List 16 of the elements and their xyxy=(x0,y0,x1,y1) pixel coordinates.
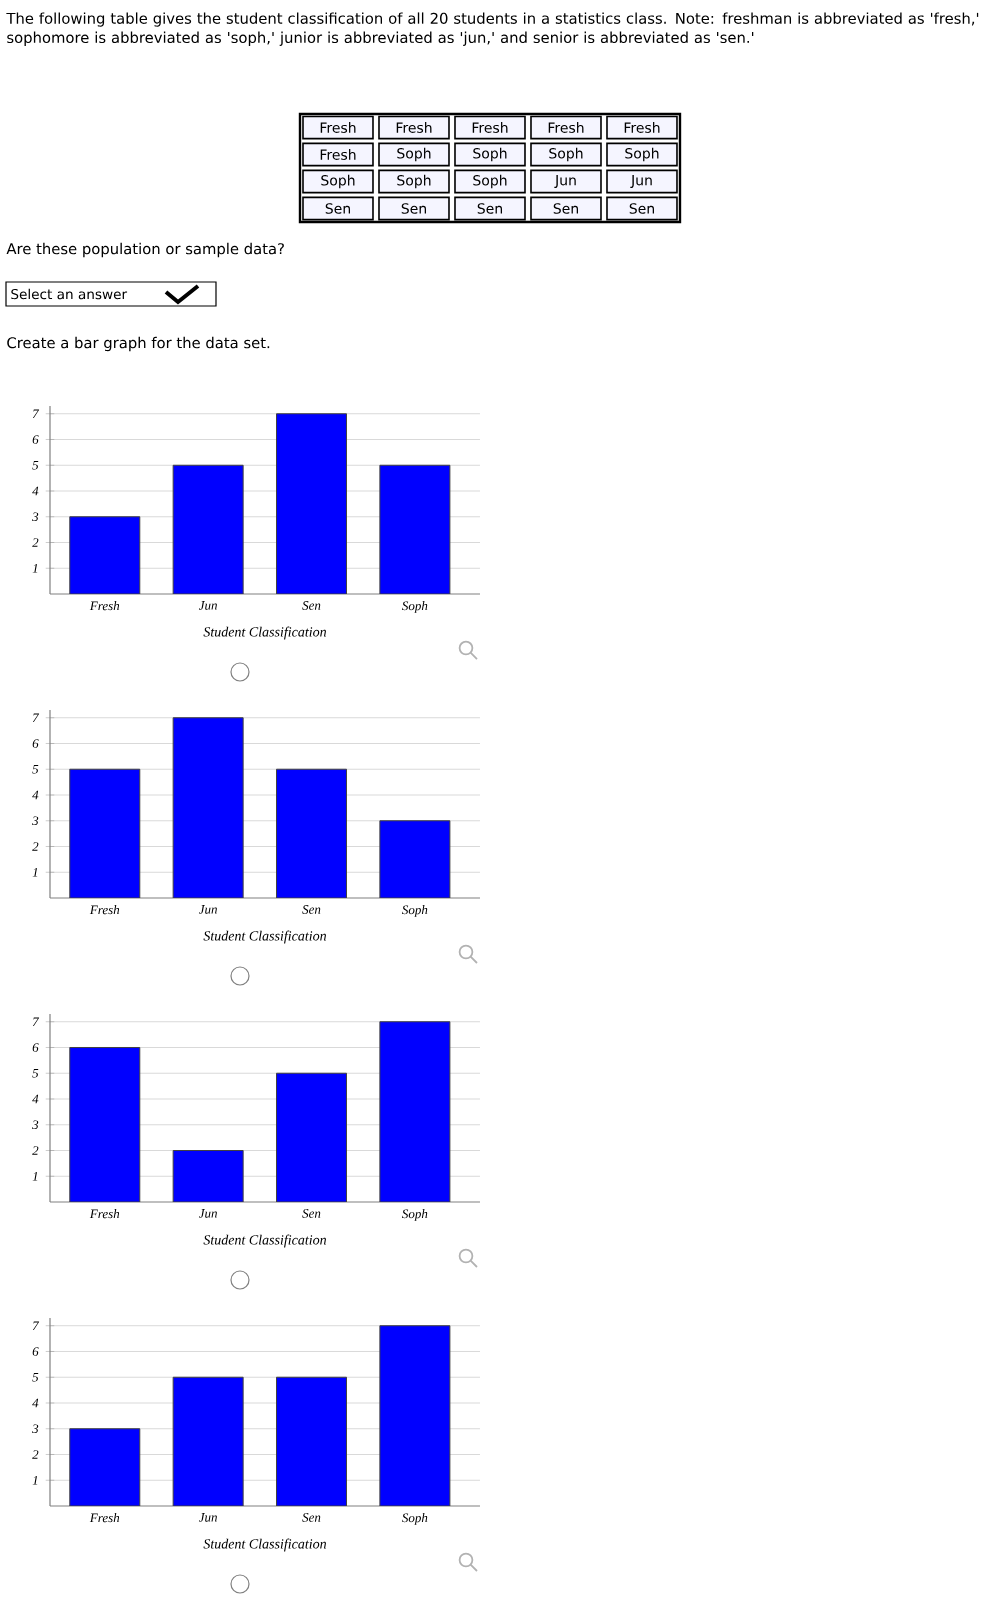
bar xyxy=(276,413,348,595)
bar xyxy=(379,820,451,899)
bar xyxy=(69,768,141,899)
bar xyxy=(276,1376,348,1507)
bar xyxy=(172,1376,244,1507)
bar xyxy=(172,1150,244,1203)
bar xyxy=(276,1072,348,1203)
bar xyxy=(379,464,451,595)
bar xyxy=(172,717,244,899)
bar xyxy=(69,516,141,595)
bar xyxy=(276,768,348,899)
bar xyxy=(379,1325,451,1507)
bar xyxy=(172,464,244,595)
bar xyxy=(69,1428,141,1507)
bar xyxy=(379,1021,451,1203)
bar xyxy=(69,1046,141,1203)
